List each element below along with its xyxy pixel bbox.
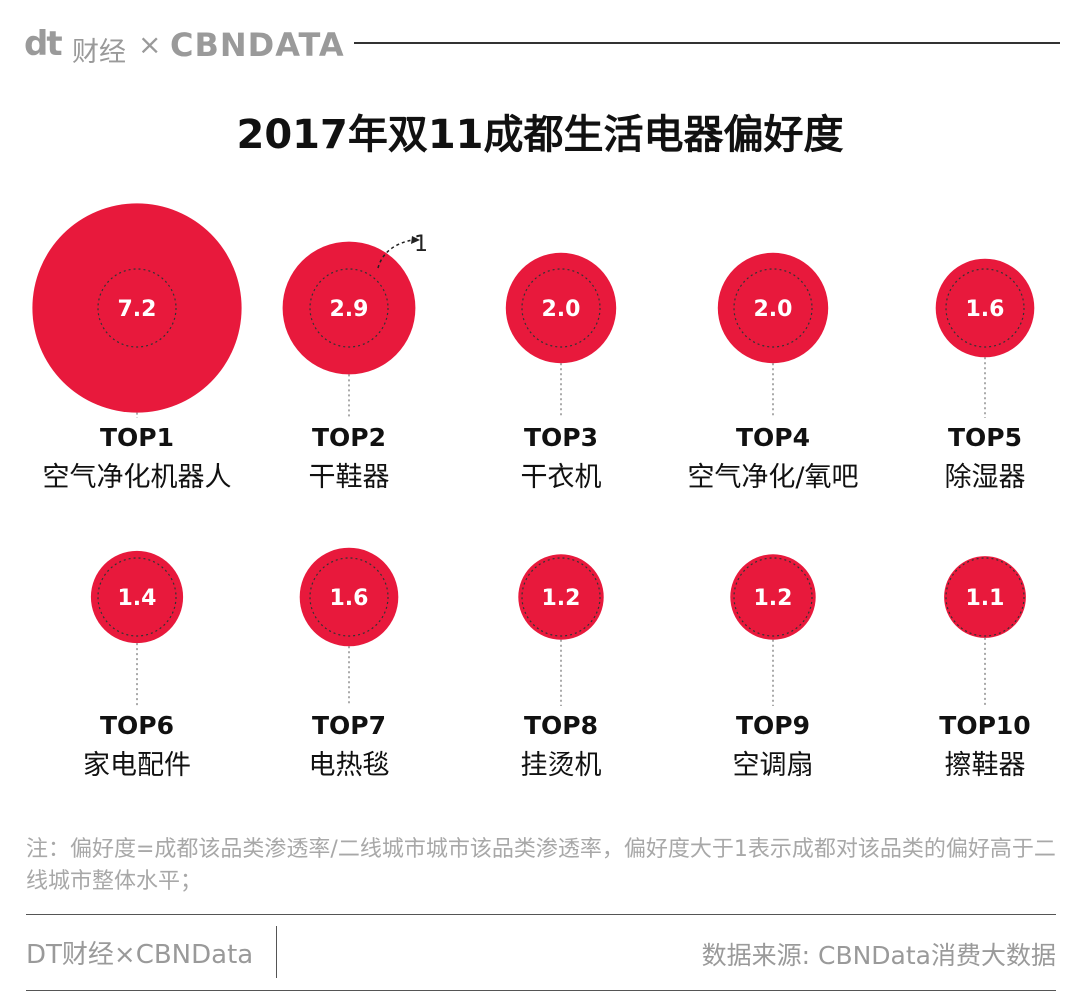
value-label-top3: 2.0 [542,297,581,322]
bubble-item-top2: 2.9 TOP2 干鞋器 [282,241,416,493]
value-label-top9: 1.2 [754,586,793,611]
category-label-top3: 干衣机 [521,462,602,493]
rank-label-top7: TOP7 [312,711,386,740]
rank-label-top6: TOP6 [100,711,174,740]
bubble-chart: 7.2 TOP1 空气净化机器人 2.9 TOP2 干鞋器 2.0 TOP3 干衣机 2.0 TOP… [32,203,1035,781]
value-label-top5: 1.6 [966,297,1005,322]
value-label-top8: 1.2 [542,586,581,611]
bubble-top1 [32,203,242,413]
reference-ring-top8 [521,557,601,637]
header-divider [354,42,1060,44]
reference-ring-top4 [733,268,813,348]
bubble-item-top3: 2.0 TOP3 干衣机 [505,252,617,493]
rank-label-top5: TOP5 [948,423,1022,452]
bubble-item-top6: 1.4 TOP6 家电配件 [83,550,191,781]
value-label-top6: 1.4 [118,586,157,611]
footnote: 注：偏好度=成都该品类渗透率/二线城市城市该品类渗透率，偏好度大于1表示成都对该… [26,837,1056,894]
bubble-item-top4: 2.0 TOP4 空气净化/氧吧 [687,252,859,493]
bubble-top8 [518,554,604,640]
brand-logo-dt: dt [24,24,63,64]
bubble-top6 [90,550,184,644]
bubble-item-top5: 1.6 TOP5 除湿器 [935,258,1035,493]
value-label-top4: 2.0 [754,297,793,322]
value-label-top2: 2.9 [330,297,369,322]
reference-arrow [377,239,413,269]
category-label-top7: 电热毯 [309,750,390,781]
rank-label-top1: TOP1 [100,423,174,452]
category-label-top1: 空气净化机器人 [43,462,232,493]
reference-ring-top6 [97,557,177,637]
category-label-top2: 干鞋器 [309,462,390,493]
bubble-group: 7.2 TOP1 空气净化机器人 2.9 TOP2 干鞋器 2.0 TOP3 干衣机 2.0 TOP… [32,203,1035,781]
reference-label: 1 [414,232,428,257]
chart-title: 2017年双11成都生活电器偏好度 [236,112,844,158]
reference-ring-top2 [309,268,389,348]
reference-ring-top9 [733,557,813,637]
rank-label-top4: TOP4 [736,423,810,452]
reference-ring-top7 [309,557,389,637]
footer-brand: DT财经×CBNData [26,940,254,970]
header: dt 财经 × CBNDATA [24,22,1060,68]
footer-separator [276,926,277,978]
footer-divider-top [26,914,1056,915]
value-label-top1: 7.2 [118,297,157,322]
bubble-top9 [730,554,816,640]
reference-ring-top10 [945,557,1025,637]
category-label-top4: 空气净化/氧吧 [687,462,858,493]
reference-ring-top5 [945,268,1025,348]
value-label-top10: 1.1 [966,586,1005,611]
category-label-top9: 空调扇 [733,750,814,781]
category-label-top8: 挂烫机 [521,750,602,781]
bubble-top5 [935,258,1035,358]
reference-arrowhead [411,236,420,244]
category-label-top10: 擦鞋器 [945,750,1026,781]
category-label-top6: 家电配件 [83,750,191,781]
brand-logo-cbndata: CBNDATA [170,26,345,64]
footer-source: 数据来源: CBNData消费大数据 [701,941,1056,970]
rank-label-top10: TOP10 [939,711,1030,740]
footer-divider-bottom [26,990,1056,991]
category-label-top5: 除湿器 [945,462,1026,493]
bubble-item-top1: 7.2 TOP1 空气净化机器人 [32,203,242,493]
bubble-top2 [282,241,416,375]
bubble-item-top7: 1.6 TOP7 电热毯 [299,547,399,781]
reference-annotation: 1 [377,232,428,269]
bubble-item-top9: 1.2 TOP9 空调扇 [730,554,816,781]
bubble-top10 [944,556,1026,638]
rank-label-top8: TOP8 [524,711,598,740]
rank-label-top3: TOP3 [524,423,598,452]
value-label-top7: 1.6 [330,586,369,611]
bubble-top7 [299,547,399,647]
reference-ring-top3 [521,268,601,348]
rank-label-top9: TOP9 [736,711,810,740]
bubble-item-top8: 1.2 TOP8 挂烫机 [518,554,604,781]
bubble-item-top10: 1.1 TOP10 擦鞋器 [939,556,1031,781]
brand-logo-caijing: 财经 [72,37,126,68]
brand-logo-times: × [138,28,162,61]
rank-label-top2: TOP2 [312,423,386,452]
reference-ring-top1 [97,268,177,348]
